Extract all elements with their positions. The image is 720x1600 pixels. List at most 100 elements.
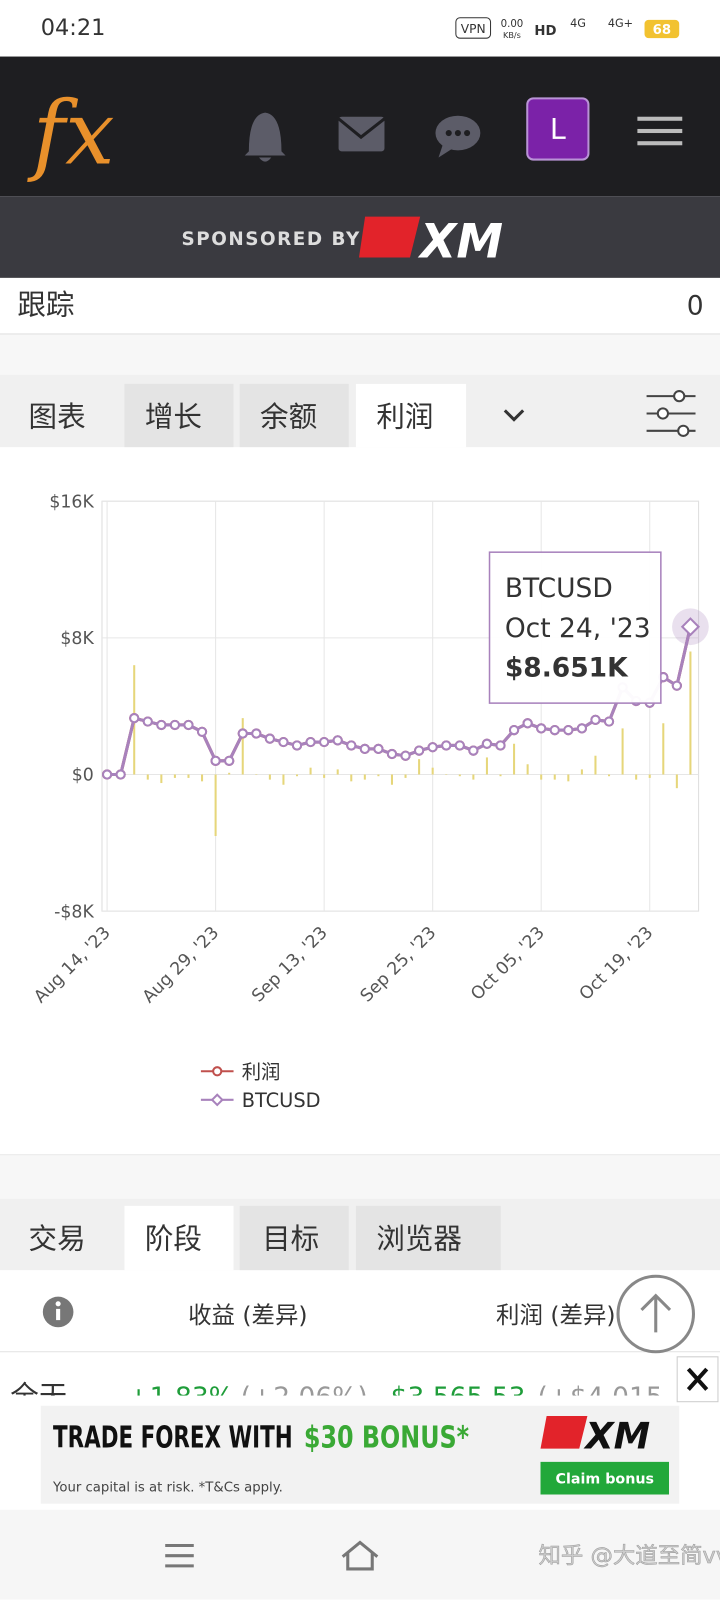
point [183, 719, 194, 731]
battery: 68 [653, 23, 671, 38]
point [319, 736, 330, 748]
tracking-label: 跟踪 [17, 288, 74, 322]
bar [309, 767, 312, 775]
bar [295, 774, 299, 777]
tooltip [488, 551, 662, 704]
bar [458, 774, 461, 777]
point [142, 716, 153, 727]
separator [0, 333, 720, 375]
x-tick-label: Oct 19, '23 [576, 923, 658, 1005]
bar [485, 757, 488, 775]
tracking-value: 0 [687, 291, 704, 322]
bar [662, 723, 665, 775]
tab-bg[interactable] [239, 383, 349, 448]
point [671, 680, 682, 691]
point [536, 723, 547, 734]
point [169, 719, 181, 731]
bar [160, 774, 163, 784]
bar [513, 743, 516, 775]
ad-button[interactable] [540, 1461, 670, 1495]
logo[interactable]: fx [27, 83, 115, 185]
tab-bg-active[interactable] [124, 1205, 234, 1271]
chat-tail [438, 145, 453, 158]
scroll-arrow [640, 1293, 672, 1333]
y-tick-label: $16K [49, 492, 94, 512]
ad-disclaimer: Your capital is at risk. *T&Cs apply. [52, 1480, 283, 1495]
tooltip-series: BTCUSD [505, 573, 613, 604]
menu-line[interactable] [637, 116, 683, 121]
bar [689, 651, 692, 775]
point [373, 743, 384, 754]
bar [431, 767, 434, 775]
net1: 4G [570, 17, 586, 30]
tab[interactable]: 图表 [29, 400, 86, 434]
ad-bonus: $30 BONUS* [304, 1421, 469, 1456]
point [278, 736, 289, 748]
tab-bg[interactable] [239, 1205, 349, 1271]
tab-bg[interactable] [124, 383, 234, 448]
tab[interactable]: 目标 [262, 1222, 319, 1256]
legend-label: BTCUSD [242, 1089, 321, 1112]
point [454, 740, 465, 751]
watermark: 知乎 @大道至简vv [538, 1543, 720, 1569]
dropdown-icon[interactable] [503, 409, 525, 422]
tab[interactable]: 利润 [376, 400, 433, 434]
point [563, 724, 574, 736]
chat-dot [454, 129, 461, 137]
vpn-icon [455, 17, 492, 39]
bell-icon[interactable] [244, 112, 286, 162]
nav-bar [0, 1509, 720, 1600]
point [468, 745, 479, 756]
x-tick-label: Sep 13, '23 [248, 923, 331, 1006]
bar [241, 718, 244, 775]
point [441, 740, 452, 751]
mail-icon[interactable] [338, 116, 385, 152]
bar [201, 774, 204, 782]
bar [390, 774, 393, 785]
point [400, 750, 411, 761]
tab-bg[interactable] [355, 1205, 501, 1271]
nav-menu[interactable] [165, 1543, 194, 1568]
ad-headline: TRADE FOREX WITH [53, 1421, 293, 1456]
ad-button-label: Claim bonus [555, 1471, 654, 1487]
avatar[interactable] [526, 97, 590, 161]
bar [268, 774, 271, 780]
bar [621, 728, 624, 775]
bar [377, 774, 380, 777]
bar [526, 764, 529, 775]
point [427, 742, 438, 753]
tab[interactable]: 浏览器 [376, 1222, 462, 1256]
menu-line[interactable] [637, 141, 683, 146]
vpn: VPN [461, 22, 486, 36]
column-header: 收益 (差异) [188, 1301, 308, 1329]
chart: -$8K $0 $8K $16K Aug 14, '23 Aug 29, '23 Sep 1… [30, 492, 709, 1112]
speed: 0.00 [501, 19, 524, 30]
x-tick-label: Aug 29, '23 [139, 923, 223, 1007]
avatar-letter: L [550, 112, 566, 146]
bar [635, 774, 638, 780]
bar [255, 774, 258, 776]
point [101, 769, 113, 780]
x-tick-label: Aug 14, '23 [30, 923, 114, 1007]
nav-home[interactable] [341, 1540, 379, 1571]
tab[interactable]: 交易 [29, 1222, 86, 1256]
tab[interactable]: 余额 [260, 400, 317, 434]
bar [580, 769, 583, 775]
tab[interactable]: 阶段 [145, 1222, 202, 1256]
point [590, 714, 601, 725]
filter-icon[interactable] [646, 390, 696, 437]
tab-bg-active[interactable] [355, 383, 467, 448]
tab[interactable]: 增长 [145, 400, 202, 434]
menu-line[interactable] [637, 128, 683, 134]
bar [418, 759, 421, 775]
point [196, 726, 208, 737]
bar [146, 774, 149, 780]
chat-dot [464, 129, 471, 137]
point [346, 740, 357, 751]
sponsor-brand[interactable]: XM [417, 214, 503, 269]
net2: 4G+ [608, 17, 633, 30]
close-icon [686, 1367, 709, 1391]
legend-marker [212, 1066, 223, 1077]
